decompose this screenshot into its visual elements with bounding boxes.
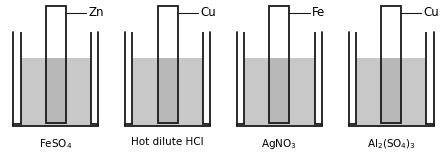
- Bar: [132, 58, 203, 126]
- Text: Zn: Zn: [88, 6, 104, 19]
- Bar: [46, 6, 66, 58]
- Bar: [244, 32, 315, 58]
- Bar: [244, 58, 315, 126]
- Bar: [46, 58, 66, 123]
- Bar: [157, 6, 177, 123]
- Bar: [21, 58, 91, 126]
- Text: Cu: Cu: [200, 6, 216, 19]
- Text: Al$_2$(SO$_4$)$_3$: Al$_2$(SO$_4$)$_3$: [367, 137, 416, 151]
- Bar: [356, 32, 426, 58]
- Text: Cu: Cu: [424, 6, 439, 19]
- Text: AgNO$_3$: AgNO$_3$: [261, 137, 297, 152]
- Text: Hot dilute HCl: Hot dilute HCl: [131, 137, 204, 147]
- Bar: [21, 32, 91, 58]
- Bar: [381, 6, 401, 58]
- Bar: [269, 58, 290, 123]
- Bar: [381, 58, 401, 123]
- Bar: [269, 6, 290, 123]
- Bar: [46, 6, 66, 123]
- Bar: [132, 32, 203, 58]
- Text: FeSO$_4$: FeSO$_4$: [39, 137, 72, 151]
- Bar: [157, 58, 177, 123]
- Bar: [381, 6, 401, 123]
- Text: Fe: Fe: [312, 6, 325, 19]
- Bar: [269, 6, 290, 58]
- Bar: [356, 58, 426, 126]
- Bar: [157, 6, 177, 58]
